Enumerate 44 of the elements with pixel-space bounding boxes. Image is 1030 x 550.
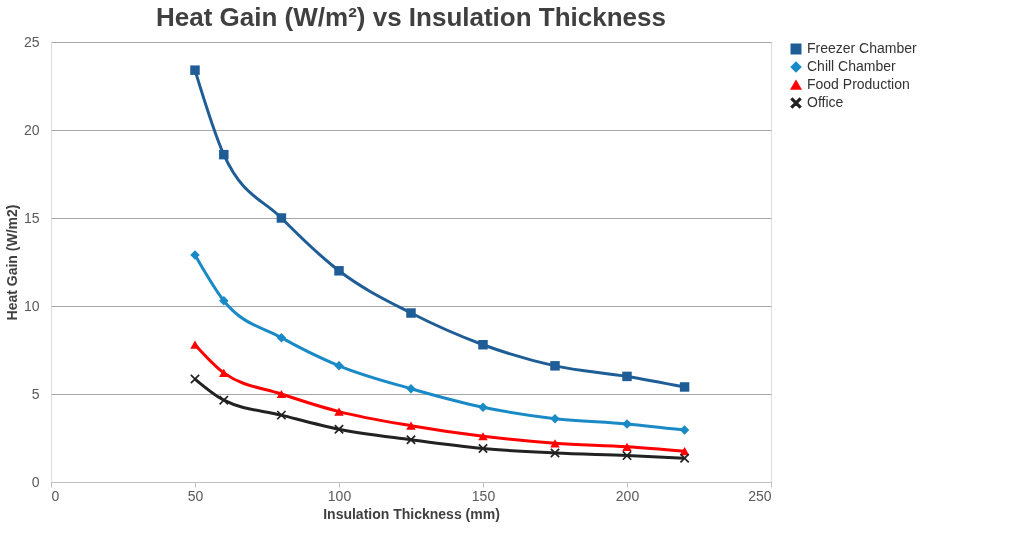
point — [276, 213, 287, 223]
point — [550, 439, 560, 448]
point — [622, 371, 632, 382]
y-axis-title: Heat Gain (W/m2) — [3, 204, 20, 321]
point — [550, 361, 560, 371]
x-tick-label: 150 — [471, 487, 496, 504]
point — [406, 421, 416, 430]
legend-label: Chill Chamber — [807, 58, 897, 74]
point — [679, 382, 690, 392]
x-tick-label: 100 — [327, 487, 352, 504]
point — [276, 389, 287, 399]
chart-title: Heat Gain (W/m²) vs Insulation Thickness — [156, 2, 666, 32]
point — [219, 395, 229, 405]
point — [190, 65, 200, 75]
point — [190, 374, 200, 384]
y-tick-label: 0 — [31, 473, 40, 490]
y-tick-label: 5 — [31, 385, 40, 402]
point — [406, 308, 416, 318]
y-tick-label: 25 — [23, 33, 40, 50]
point — [334, 407, 344, 416]
point — [550, 413, 560, 424]
legend-label: Freezer Chamber — [807, 40, 918, 56]
point — [219, 295, 229, 306]
point — [276, 332, 287, 343]
x-tick-label: 50 — [187, 487, 204, 504]
legend-label: Food Production — [807, 76, 910, 92]
x-tick-label: 200 — [615, 487, 640, 504]
point — [190, 340, 200, 349]
point — [679, 453, 690, 463]
point — [406, 383, 416, 394]
point — [550, 448, 560, 458]
point — [622, 442, 632, 451]
point — [219, 149, 229, 160]
y-tick-label: 20 — [23, 121, 40, 138]
x-axis-title: Insulation Thickness (mm) — [323, 505, 500, 522]
point — [334, 266, 344, 276]
point — [478, 432, 488, 441]
legend-label: Office — [807, 94, 844, 110]
y-tick-label: 15 — [23, 209, 40, 226]
x-tick-label: 250 — [748, 487, 772, 504]
point — [219, 368, 229, 377]
y-tick-label: 10 — [23, 297, 40, 314]
x-tick-label: 0 — [51, 487, 60, 504]
point — [478, 339, 488, 350]
